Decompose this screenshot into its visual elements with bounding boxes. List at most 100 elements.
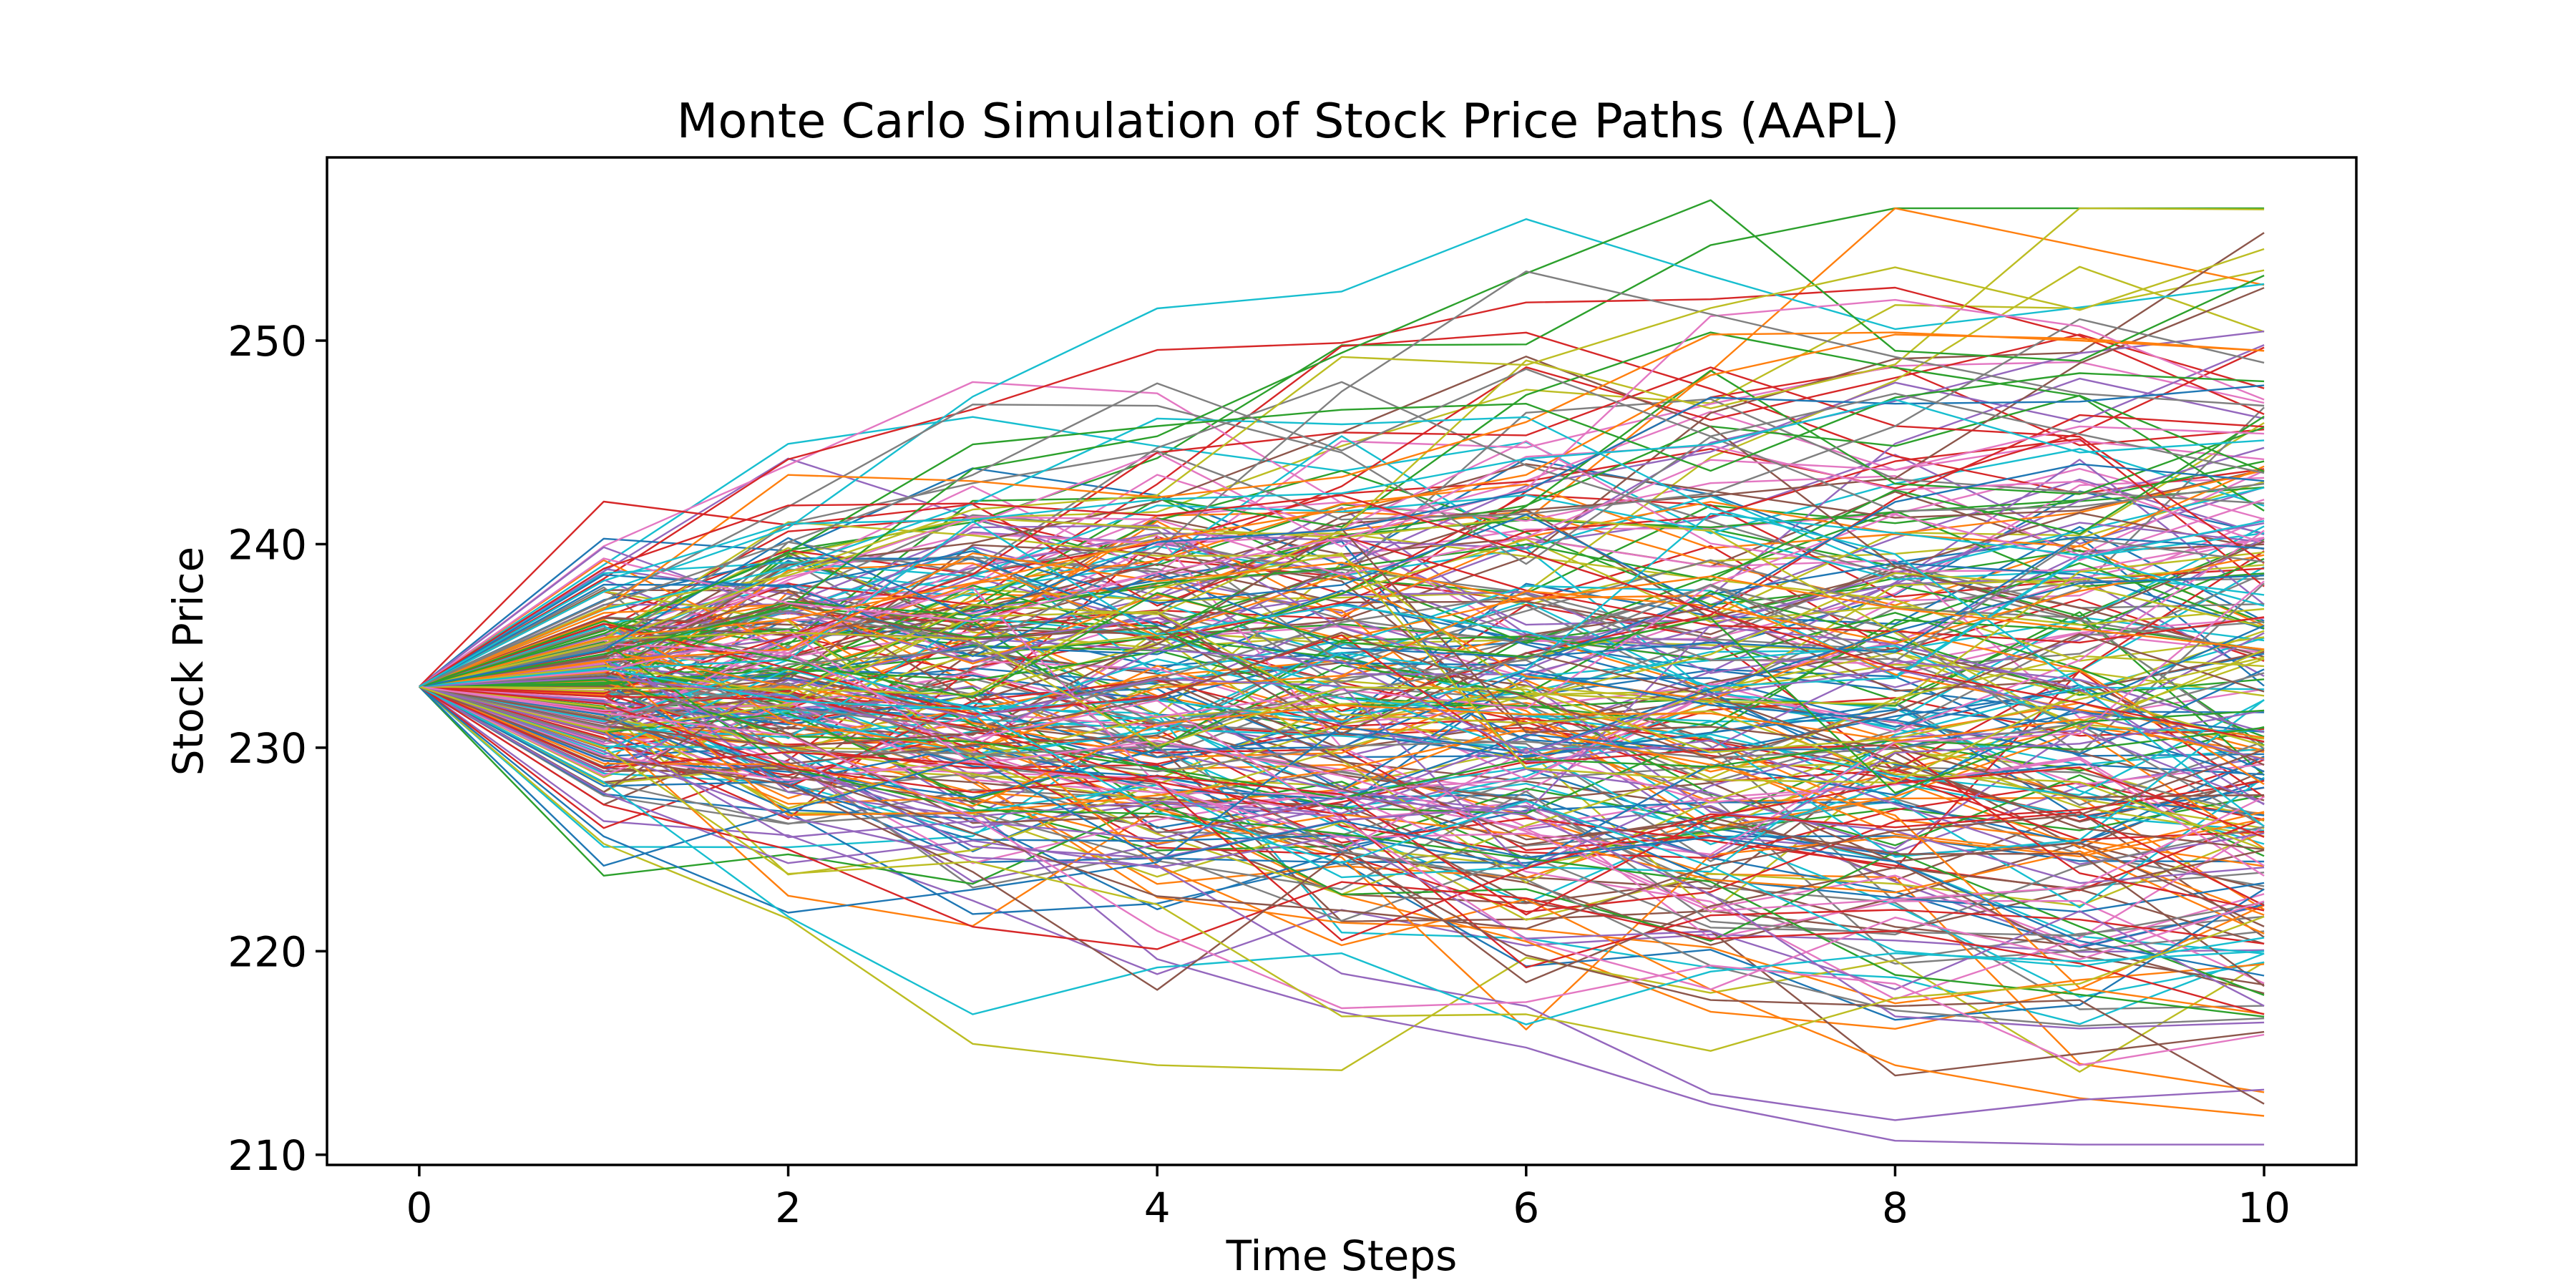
series-line [419,641,2265,1018]
series-line [419,536,2265,688]
x-tick-label: 8 [1882,1184,1908,1232]
series-line [419,500,2265,688]
series-line [419,519,2265,688]
series-line [419,618,2265,856]
series-line [419,682,2265,1028]
series-line [419,678,2265,799]
series-line [419,631,2265,753]
series-line [419,590,2265,801]
y-tick-label: 230 [228,724,307,773]
chart-title: Monte Carlo Simulation of Stock Price Pa… [677,93,1900,149]
series-line [419,686,2265,1073]
plot-frame [326,156,2358,1166]
series-line [419,686,2265,1030]
series-line [419,248,2265,688]
x-axis-label: Time Steps [1226,1231,1458,1280]
series-line [419,372,2265,688]
series-line [419,556,2265,688]
series-line [419,525,2265,884]
series-line [419,438,2265,688]
series-line [419,555,2265,755]
series-line [419,521,2265,705]
series-line [419,643,2265,990]
series-line [419,199,2265,688]
series-line [419,218,2265,688]
series-line [419,356,2265,688]
series-line [419,457,2265,688]
series-line [419,593,2265,827]
x-tick-label: 0 [406,1184,432,1232]
series-line [419,318,2265,688]
series-line [419,557,2265,688]
series-line [419,686,2265,801]
series-line [419,580,2265,856]
x-tick-label: 4 [1144,1184,1171,1232]
series-line [419,463,2265,688]
x-tick-label: 2 [775,1184,801,1232]
y-tick-label: 240 [228,520,307,569]
series-line [419,404,2265,688]
y-axis-label: Stock Price [164,547,213,776]
series-line [419,686,2265,1025]
series-line [419,331,2265,688]
series-line [419,454,2265,688]
series-line [419,686,2265,1052]
series-line [419,629,2265,912]
y-tick-label: 210 [228,1131,307,1180]
series-line [419,625,2265,755]
series-line [419,499,2265,718]
series-line [419,678,2265,870]
series-line [419,605,2265,766]
series-line [419,686,2265,1121]
series-line [419,416,2265,827]
x-tick-label: 10 [2238,1184,2290,1232]
series-line [419,425,2265,688]
series-line [419,368,2265,688]
series-line [419,686,2265,1105]
series-line [419,686,2265,996]
series-line [419,686,2265,846]
series-line [419,683,2265,1005]
series-line [419,527,2265,799]
series-line [419,686,2265,807]
series-line [419,586,2265,877]
series-line [419,467,2265,688]
series-line [419,286,2265,688]
series-line [419,494,2265,743]
series-line [419,592,2265,794]
series-line [419,686,2265,930]
series-line [419,686,2265,927]
series-line [419,610,2265,851]
series-line [419,686,2265,1066]
series-line [419,399,2265,688]
series-line [419,686,2265,1007]
series-line [419,686,2265,977]
series-line [419,633,2265,937]
series-line [419,655,2265,803]
series-line [419,270,2265,728]
y-tick-label: 250 [228,317,307,366]
series-line [419,686,2265,936]
y-tick-label: 220 [228,927,307,976]
y-axis: 210 220 230 240 250 [228,317,327,1180]
series-group [419,199,2265,1146]
series-line [419,672,2265,773]
series-line [419,298,2265,688]
series-line [419,686,2265,916]
x-tick-label: 6 [1513,1184,1539,1232]
series-line [419,631,2265,760]
series-line [419,603,2265,851]
series-line [419,649,2265,1117]
series-line [419,642,2265,818]
series-line [419,552,2265,688]
x-axis: 0 2 4 6 8 10 [406,1165,2290,1232]
series-line [419,686,2265,1015]
series-line [419,384,2265,688]
series-line [419,668,2265,799]
series-line [419,512,2265,723]
series-line [419,552,2265,784]
series-line [419,330,2265,688]
series-line [419,686,2265,969]
series-line [419,686,2265,942]
